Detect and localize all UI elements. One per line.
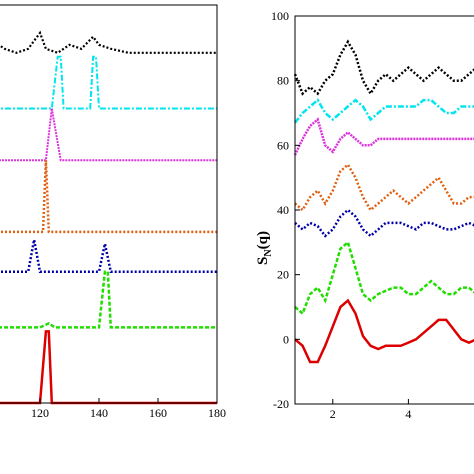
x-tick-label: 4 [405, 407, 411, 421]
y-tick-label: -20 [273, 397, 289, 411]
data-line [294, 298, 474, 364]
x-tick-label: 180 [208, 406, 226, 420]
data-line [0, 108, 217, 162]
x-tick-label: 140 [90, 406, 108, 420]
data-line [0, 160, 217, 234]
y-axis-label: SN(q) [255, 231, 274, 265]
data-line [294, 98, 474, 124]
y-tick-label: 100 [271, 9, 289, 23]
plot-frame [0, 4, 218, 404]
y-label-tail: (q) [255, 231, 271, 249]
y-tick-label: 20 [277, 268, 289, 282]
x-tick-label: 120 [31, 406, 49, 420]
y-tick-label: 0 [283, 332, 289, 346]
y-label-sub: N [263, 249, 274, 257]
data-line [293, 117, 474, 156]
y-label-main: S [255, 257, 271, 265]
data-line [294, 240, 474, 316]
data-line [0, 330, 217, 405]
data-line [0, 30, 217, 55]
x-tick-label: 160 [149, 406, 167, 420]
data-line [294, 208, 474, 238]
data-line [294, 162, 474, 212]
y-tick-label: 80 [277, 74, 289, 88]
data-line [0, 270, 217, 329]
y-tick-label: 40 [277, 203, 289, 217]
x-tick-label: 2 [330, 407, 336, 421]
y-tick-label: 60 [277, 138, 289, 152]
data-line [0, 55, 217, 110]
data-line [0, 239, 217, 273]
data-line [293, 39, 474, 97]
